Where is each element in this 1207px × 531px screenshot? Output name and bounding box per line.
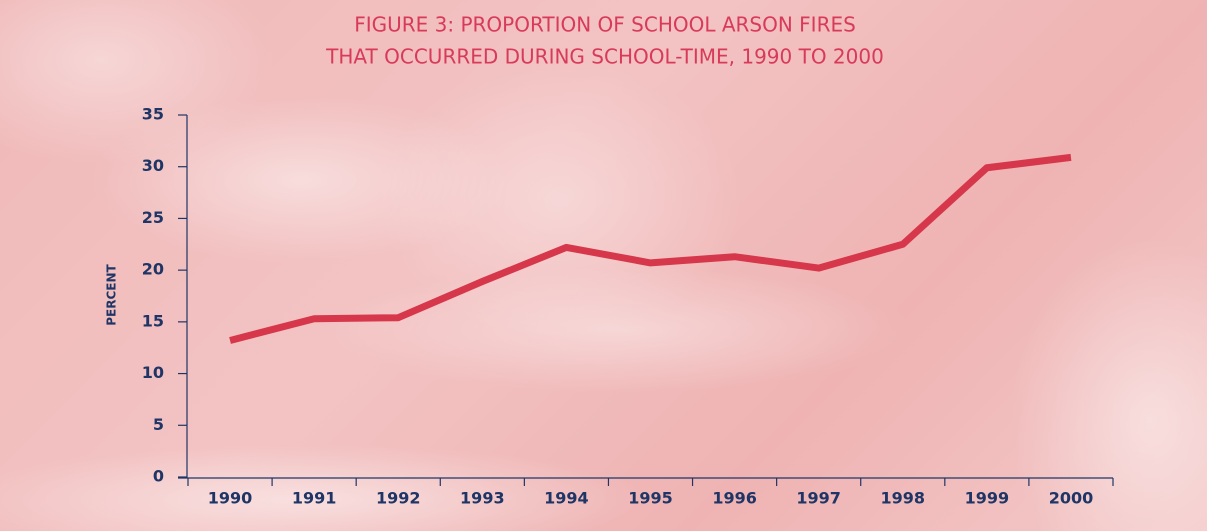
y-tick-label: 25 [142,208,164,227]
chart-title: THAT OCCURRED DURING SCHOOL-TIME, 1990 T… [325,45,884,69]
x-tick-label: 1990 [208,489,253,508]
x-tick-label: 1994 [544,489,589,508]
x-tick-label: 1997 [796,489,841,508]
y-tick-label: 0 [153,467,164,486]
x-tick-label: 1999 [965,489,1010,508]
y-tick-label: 5 [153,415,164,434]
x-tick-label: 1993 [460,489,505,508]
x-tick-label: 1991 [292,489,337,508]
x-tick-label: 1995 [628,489,673,508]
y-tick-label: 35 [142,105,164,124]
x-tick-label: 1996 [712,489,757,508]
y-tick-label: 20 [142,260,164,279]
y-axis-label: PERCENT [105,263,119,325]
x-tick-label: 1998 [881,489,926,508]
x-tick-label: 2000 [1049,489,1094,508]
x-tick-label: 1992 [376,489,421,508]
chart-title: FIGURE 3: PROPORTION OF SCHOOL ARSON FIR… [354,13,856,37]
y-tick-label: 10 [142,363,164,382]
data-line [229,153,1072,344]
y-tick-label: 30 [142,156,164,175]
y-tick-label: 15 [142,311,164,330]
